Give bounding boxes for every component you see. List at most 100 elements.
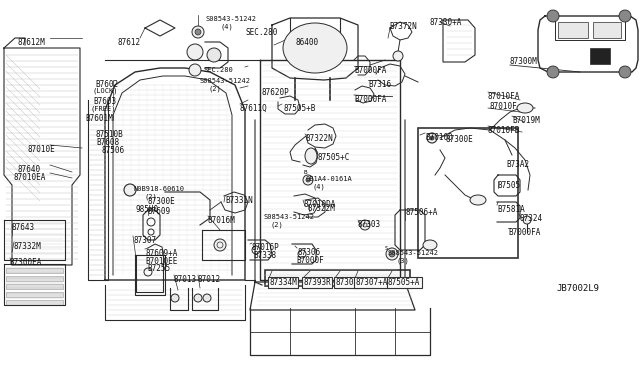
Circle shape (393, 51, 403, 61)
Ellipse shape (283, 23, 347, 73)
Text: B7019M: B7019M (512, 116, 540, 125)
Text: 87332M: 87332M (14, 242, 42, 251)
Bar (6, 268, 63, 273)
Text: (2): (2) (208, 86, 221, 93)
Text: 87322N: 87322N (305, 134, 333, 143)
Circle shape (214, 239, 226, 251)
Circle shape (619, 10, 631, 22)
Text: B73A2: B73A2 (506, 160, 529, 169)
Circle shape (360, 220, 370, 230)
Text: 87643: 87643 (12, 223, 35, 232)
Text: 87307+A: 87307+A (355, 278, 387, 287)
Circle shape (195, 29, 201, 35)
Bar (593, 22, 621, 38)
Text: 87505+B: 87505+B (284, 104, 316, 113)
Ellipse shape (423, 240, 437, 250)
Text: 87303: 87303 (358, 220, 381, 229)
Text: (FREE): (FREE) (91, 105, 116, 112)
Text: 87010FA: 87010FA (488, 92, 520, 101)
Text: 87300E: 87300E (148, 197, 176, 206)
Circle shape (124, 184, 136, 196)
Text: 87505+A: 87505+A (388, 278, 420, 287)
Text: 87506+A: 87506+A (405, 208, 437, 217)
Text: S08543-51242: S08543-51242 (200, 78, 251, 84)
Text: 87505+C: 87505+C (318, 153, 350, 162)
Text: 87620P: 87620P (262, 88, 290, 97)
Text: S: S (385, 246, 388, 250)
Text: 87609: 87609 (148, 207, 171, 216)
Text: 87010E: 87010E (27, 145, 55, 154)
Text: N: N (128, 187, 132, 192)
Circle shape (203, 294, 211, 302)
Text: B7255: B7255 (147, 264, 170, 273)
Text: 87324: 87324 (519, 214, 542, 223)
Text: (3): (3) (396, 258, 409, 264)
Bar (418, 128, 518, 258)
Text: 87506: 87506 (101, 146, 124, 155)
Text: (4): (4) (220, 24, 233, 31)
Bar (558, 22, 588, 38)
Text: B7000FA: B7000FA (354, 95, 387, 104)
Circle shape (194, 294, 202, 302)
Circle shape (192, 26, 204, 38)
Text: B7000F: B7000F (296, 256, 324, 265)
Circle shape (427, 133, 437, 143)
Bar (590, 48, 610, 64)
Text: S08543-51242: S08543-51242 (205, 16, 256, 22)
Circle shape (547, 66, 559, 78)
Text: 87010FB: 87010FB (488, 126, 520, 135)
Bar (6, 284, 63, 289)
Text: 87505: 87505 (498, 181, 521, 190)
Text: SEC.280: SEC.280 (204, 67, 234, 73)
Text: 87306: 87306 (297, 248, 320, 257)
Text: 87609+A: 87609+A (145, 249, 177, 258)
Text: B: B (303, 170, 307, 174)
Text: B7331N: B7331N (225, 196, 253, 205)
Text: 87012: 87012 (198, 275, 221, 284)
Bar (6, 276, 63, 281)
Text: N0B918-60610: N0B918-60610 (133, 186, 184, 192)
Text: 87612M: 87612M (18, 38, 45, 47)
Text: B7010D: B7010D (425, 133, 452, 142)
Text: B7316: B7316 (368, 80, 391, 89)
Text: 86400: 86400 (295, 38, 318, 47)
Circle shape (303, 175, 313, 185)
Text: B7000FA: B7000FA (508, 228, 540, 237)
Circle shape (187, 44, 203, 60)
Text: 87010F: 87010F (490, 102, 518, 111)
Circle shape (207, 48, 221, 62)
Text: JB7002L9: JB7002L9 (556, 284, 599, 293)
Text: 87300M: 87300M (509, 57, 537, 66)
Text: B7010EE: B7010EE (145, 257, 177, 266)
Text: B7338: B7338 (253, 251, 276, 260)
Text: SEC.280: SEC.280 (245, 28, 277, 37)
Text: 87334M: 87334M (269, 278, 297, 287)
Bar (265, 270, 410, 286)
Text: B7608: B7608 (96, 138, 119, 147)
Text: (2): (2) (145, 194, 157, 201)
Circle shape (430, 136, 434, 140)
Ellipse shape (305, 148, 317, 164)
Text: 87010DA: 87010DA (303, 200, 335, 209)
Text: 87300E: 87300E (446, 135, 474, 144)
Circle shape (547, 10, 559, 22)
Text: S08543-51242: S08543-51242 (263, 214, 314, 220)
Text: 87013: 87013 (174, 275, 197, 284)
Circle shape (389, 251, 395, 257)
Text: (2): (2) (270, 222, 283, 228)
Circle shape (619, 66, 631, 78)
Text: 87322M: 87322M (308, 204, 336, 213)
Text: (4): (4) (312, 184, 324, 190)
Text: 0B1A4-0161A: 0B1A4-0161A (305, 176, 352, 182)
Text: 87393R: 87393R (303, 278, 331, 287)
Text: 87330+A: 87330+A (430, 18, 462, 27)
Text: B7602: B7602 (95, 80, 118, 89)
Circle shape (523, 216, 531, 224)
Text: B7581A: B7581A (497, 205, 525, 214)
Text: 87010EA: 87010EA (14, 173, 46, 182)
Text: 985H0: 985H0 (135, 205, 158, 214)
Circle shape (386, 248, 398, 260)
Circle shape (171, 294, 179, 302)
Text: B7601M: B7601M (85, 114, 113, 123)
Bar (6, 292, 63, 297)
